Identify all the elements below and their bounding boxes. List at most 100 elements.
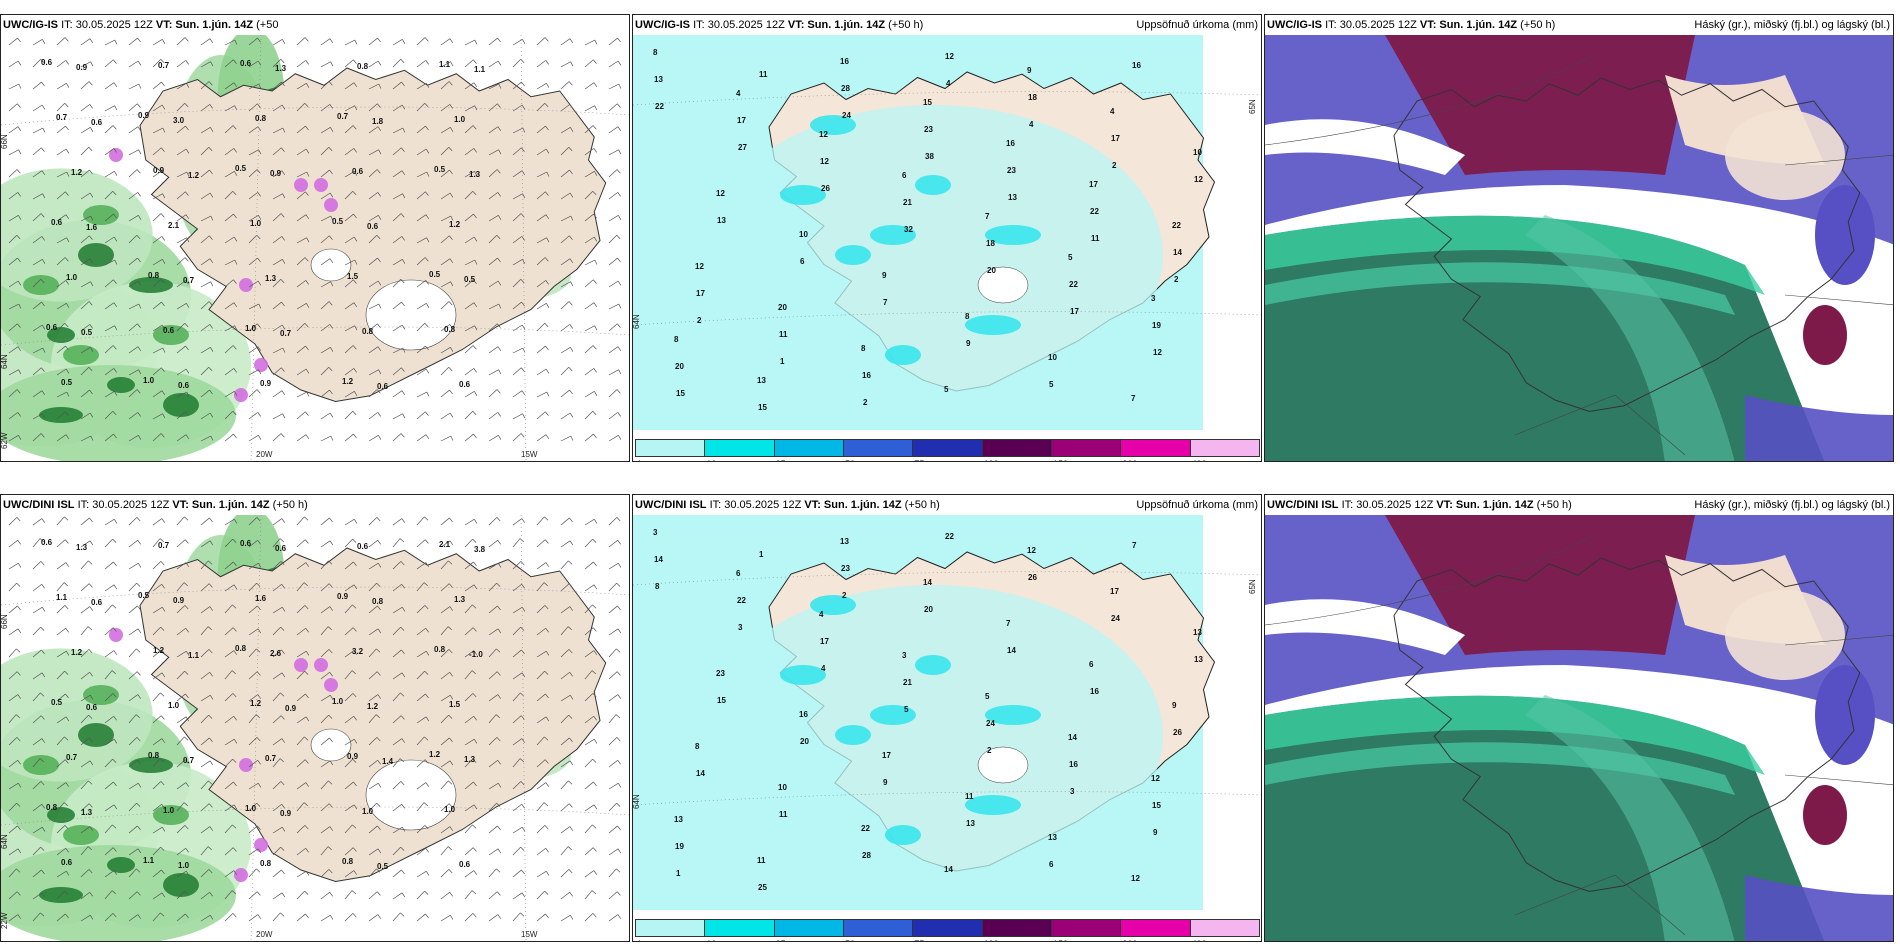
precip-value-label: 1.2 (367, 702, 379, 711)
precip-value-label: 3 (738, 623, 743, 632)
colorbar-segment (1050, 919, 1122, 937)
lon-label: 15W (521, 450, 538, 459)
precip-value-label: 0.7 (183, 276, 195, 285)
colorbar (635, 439, 1260, 457)
colorbar-tick: 75 (914, 939, 924, 941)
precip-value-label: 6 (1049, 860, 1054, 869)
colorbar-segment (912, 919, 983, 937)
precip-value-label: 1.2 (71, 168, 83, 177)
panel-r2c1: UWC/DINI ISL IT: 30.05.2025 12Z VT: Sun.… (0, 494, 630, 942)
colorbar-segment (981, 919, 1052, 937)
precip-value-label: 3 (653, 528, 658, 537)
precip-value-label: 22 (1090, 207, 1099, 216)
precip-value-label: 0.8 (342, 857, 354, 866)
precip-value-label: 0.7 (265, 754, 277, 763)
precip-value-label: 23 (841, 564, 850, 573)
precip-value-label: 3.0 (173, 116, 185, 125)
precip-value-label: 16 (799, 710, 808, 719)
colorbar-segment (1050, 439, 1122, 457)
precip-value-label: 22 (737, 596, 746, 605)
precip-value-label: 23 (1007, 166, 1016, 175)
precip-value-label: 2 (1112, 161, 1117, 170)
panel-variable-label: Uppsöfnuð úrkoma (mm) (1136, 499, 1258, 511)
precip-value-label: 13 (654, 75, 663, 84)
precip-value-label: 12 (1131, 874, 1140, 883)
precip-value-label: 8 (695, 742, 700, 751)
lat-label: 64N (1, 354, 9, 369)
precip-value-label: 1.2 (153, 646, 165, 655)
precip-value-label: 7 (1006, 619, 1011, 628)
colorbar-segment (842, 919, 914, 937)
precip-value-labels: 8412675381316151617221220859410121098107… (653, 48, 1203, 412)
precip-value-label: 1.0 (163, 806, 175, 815)
precip-value-label: 25 (758, 883, 767, 892)
precip-value-label: 0.8 (444, 325, 456, 334)
panel-r2c2: UWC/DINI ISL IT: 30.05.2025 12Z VT: Sun.… (632, 494, 1262, 942)
precip-value-label: 16 (1132, 61, 1141, 70)
precip-value-label: 21 (903, 198, 912, 207)
precip-value-label: 0.5 (429, 270, 441, 279)
precip-value-label: 0.5 (332, 217, 344, 226)
colorbar-tick: 200 (1122, 459, 1137, 461)
precip-value-label: 16 (1006, 139, 1015, 148)
colorbar-tick: 100 (984, 939, 999, 941)
precip-value-label: 22 (1069, 280, 1078, 289)
colorbar-tick: 150 (1053, 939, 1068, 941)
precip-value-label: 14 (923, 578, 932, 587)
precip-value-label: 9 (883, 778, 888, 787)
precip-value-label: 7 (985, 212, 990, 221)
precip-value-label: 0.6 (61, 858, 73, 867)
precip-value-label: 1.3 (464, 755, 476, 764)
colorbar-tick: 200 (1122, 939, 1137, 941)
precip-value-label: 4 (1029, 120, 1034, 129)
precip-value-label: 6 (800, 257, 805, 266)
precip-value-label: 1.6 (86, 223, 98, 232)
precip-value-label: 0.6 (178, 381, 190, 390)
precip-value-label: 1.1 (143, 856, 155, 865)
precip-value-label: 2.1 (439, 540, 451, 549)
precip-value-label: 7 (1132, 541, 1137, 550)
precip-value-label: 13 (966, 819, 975, 828)
precip-value-label: 10 (1193, 148, 1202, 157)
precip-value-label: 1.2 (71, 648, 83, 657)
colorbar-segment (1189, 919, 1260, 937)
precip-value-label: 22 (1172, 221, 1181, 230)
precip-value-label: 16 (1069, 760, 1078, 769)
precip-value-label: 15 (717, 696, 726, 705)
panel-header: UWC/IG-IS IT: 30.05.2025 12Z VT: Sun. 1.… (1265, 15, 1893, 35)
precip-value-label: 1.0 (178, 861, 190, 870)
colorbar-segment (1120, 919, 1191, 937)
precip-value-label: 17 (820, 637, 829, 646)
precip-value-label: 0.7 (183, 756, 195, 765)
panel-r1c1: UWC/IG-IS IT: 30.05.2025 12Z VT: Sun. 1.… (0, 14, 630, 462)
precip-value-label: 3 (1151, 294, 1156, 303)
cloud-cover-map (1265, 515, 1893, 941)
precip-value-label: 1.4 (382, 757, 394, 766)
precip-value-label: 26 (1028, 573, 1037, 582)
precip-value-label: 3 (1070, 787, 1075, 796)
accum-precip-map: 65N64N8412675381316151617221220859410121… (633, 35, 1261, 435)
accum-precip-map: 65N64N3643514121311131476981022141217132… (633, 515, 1261, 915)
precip-value-label: 0.8 (46, 803, 58, 812)
colorbar-tick: 25 (776, 939, 786, 941)
precip-value-label: 0.6 (459, 860, 471, 869)
precip-value-label: 0.9 (347, 752, 359, 761)
precip-value-label: 1.8 (372, 117, 384, 126)
precip-value-label: 0.8 (260, 859, 272, 868)
precip-value-label: 1.0 (245, 324, 257, 333)
precip-value-label: 0.7 (66, 753, 78, 762)
precip-value-label: 1.3 (265, 274, 277, 283)
colorbar-segment (773, 439, 844, 457)
wind-barbs (8, 516, 622, 922)
panel-header: UWC/DINI ISL IT: 30.05.2025 12Z VT: Sun.… (633, 495, 1261, 515)
colorbar-tick: 75 (914, 459, 924, 461)
lon-label: 15W (521, 930, 538, 939)
colorbar-tick: 150 (1053, 459, 1068, 461)
precip-value-label: 20 (800, 737, 809, 746)
precip-value-label: 0.9 (337, 592, 349, 601)
precip-value-label: 1.0 (245, 804, 257, 813)
precip-value-label: 12 (1151, 774, 1160, 783)
precip-value-label: 3.2 (352, 647, 364, 656)
precip-value-label: 2 (987, 746, 992, 755)
